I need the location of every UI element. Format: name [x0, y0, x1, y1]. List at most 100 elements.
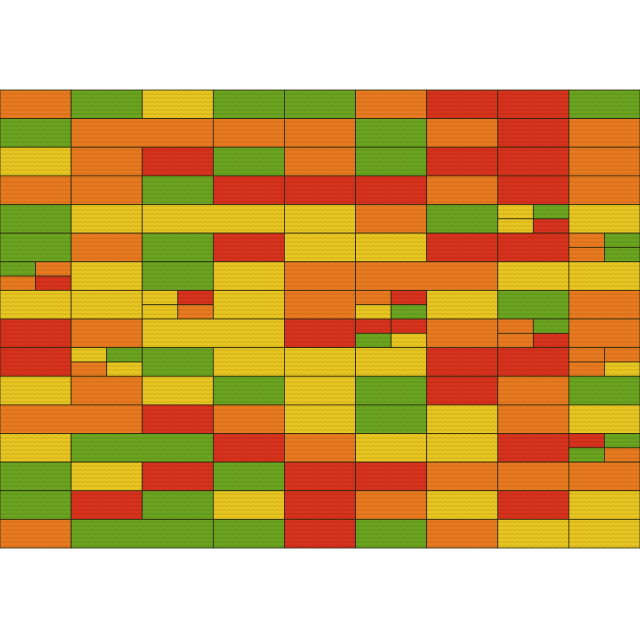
- tile: [604, 247, 640, 263]
- tile: [284, 433, 356, 463]
- tile: [497, 204, 534, 220]
- tile: [568, 490, 640, 520]
- tile: [355, 461, 428, 492]
- tile: [70, 204, 143, 234]
- tile: [0, 404, 143, 434]
- tile: [497, 461, 570, 492]
- tile: [604, 347, 640, 363]
- tile: [355, 261, 499, 291]
- tile: [70, 146, 143, 177]
- tile: [497, 347, 570, 377]
- tile: [212, 375, 285, 406]
- tile: [106, 361, 143, 377]
- tile: [355, 204, 428, 234]
- tile: [355, 232, 428, 263]
- tile: [568, 518, 640, 549]
- tile: [141, 490, 214, 520]
- tile: [0, 118, 72, 148]
- tile: [390, 304, 428, 320]
- tile: [426, 175, 499, 205]
- tile: [497, 118, 570, 148]
- tile: [141, 204, 285, 234]
- tile: [497, 404, 570, 434]
- tile: [426, 461, 499, 492]
- tile: [284, 232, 356, 263]
- tile: [497, 261, 570, 291]
- tile: [0, 461, 72, 492]
- tile: [568, 375, 640, 406]
- tile: [141, 146, 214, 177]
- tile: [497, 375, 570, 406]
- tile: [212, 490, 285, 520]
- tile: [0, 261, 36, 277]
- tile: [0, 375, 72, 406]
- tile: [70, 375, 143, 406]
- tile: [70, 361, 108, 377]
- tile: [497, 332, 534, 349]
- tile: [284, 204, 356, 234]
- tile: [70, 433, 214, 463]
- tile: [568, 146, 640, 177]
- tile: [141, 318, 285, 349]
- tile: [568, 404, 640, 434]
- tile: [355, 118, 428, 148]
- tile-grid: [0, 89, 640, 549]
- tile: [106, 347, 143, 363]
- tile: [70, 118, 214, 148]
- tile: [497, 289, 570, 320]
- tile: [426, 146, 499, 177]
- tile: [212, 289, 285, 320]
- tile: [212, 261, 285, 291]
- tile: [390, 289, 428, 306]
- tile: [0, 347, 72, 377]
- tile: [568, 175, 640, 205]
- tile: [426, 289, 499, 320]
- tile: [141, 261, 214, 291]
- tile: [426, 490, 499, 520]
- tile: [141, 404, 214, 434]
- tile: [141, 375, 214, 406]
- tile: [355, 332, 392, 349]
- tile: [355, 490, 428, 520]
- tile: [284, 175, 356, 205]
- tile: [497, 318, 534, 334]
- tile: [70, 261, 143, 291]
- tile: [70, 518, 214, 549]
- tile: [355, 146, 428, 177]
- tile: [426, 347, 499, 377]
- tile: [35, 275, 72, 291]
- tile: [284, 347, 356, 377]
- tile: [284, 461, 356, 492]
- tile: [532, 318, 570, 334]
- tile: [497, 146, 570, 177]
- tile: [532, 218, 570, 234]
- tile: [604, 232, 640, 248]
- tile: [35, 261, 72, 277]
- tile: [141, 304, 179, 320]
- tile: [426, 232, 499, 263]
- tile: [177, 289, 214, 306]
- tile: [497, 433, 570, 463]
- tile: [0, 275, 36, 291]
- tile: [497, 89, 570, 120]
- tile: [604, 433, 640, 449]
- tile: [141, 175, 214, 205]
- tile: [0, 318, 72, 349]
- tile: [141, 232, 214, 263]
- tile: [0, 232, 72, 263]
- tile: [355, 175, 428, 205]
- tile: [532, 204, 570, 220]
- tile: [0, 146, 72, 177]
- tile: [568, 361, 605, 377]
- tile: [70, 490, 143, 520]
- tile: [70, 232, 143, 263]
- tile: [497, 218, 534, 234]
- tile: [70, 347, 108, 363]
- tile: [212, 146, 285, 177]
- tile: [0, 89, 72, 120]
- tile: [212, 118, 285, 148]
- tile: [355, 404, 428, 434]
- tile: [0, 204, 72, 234]
